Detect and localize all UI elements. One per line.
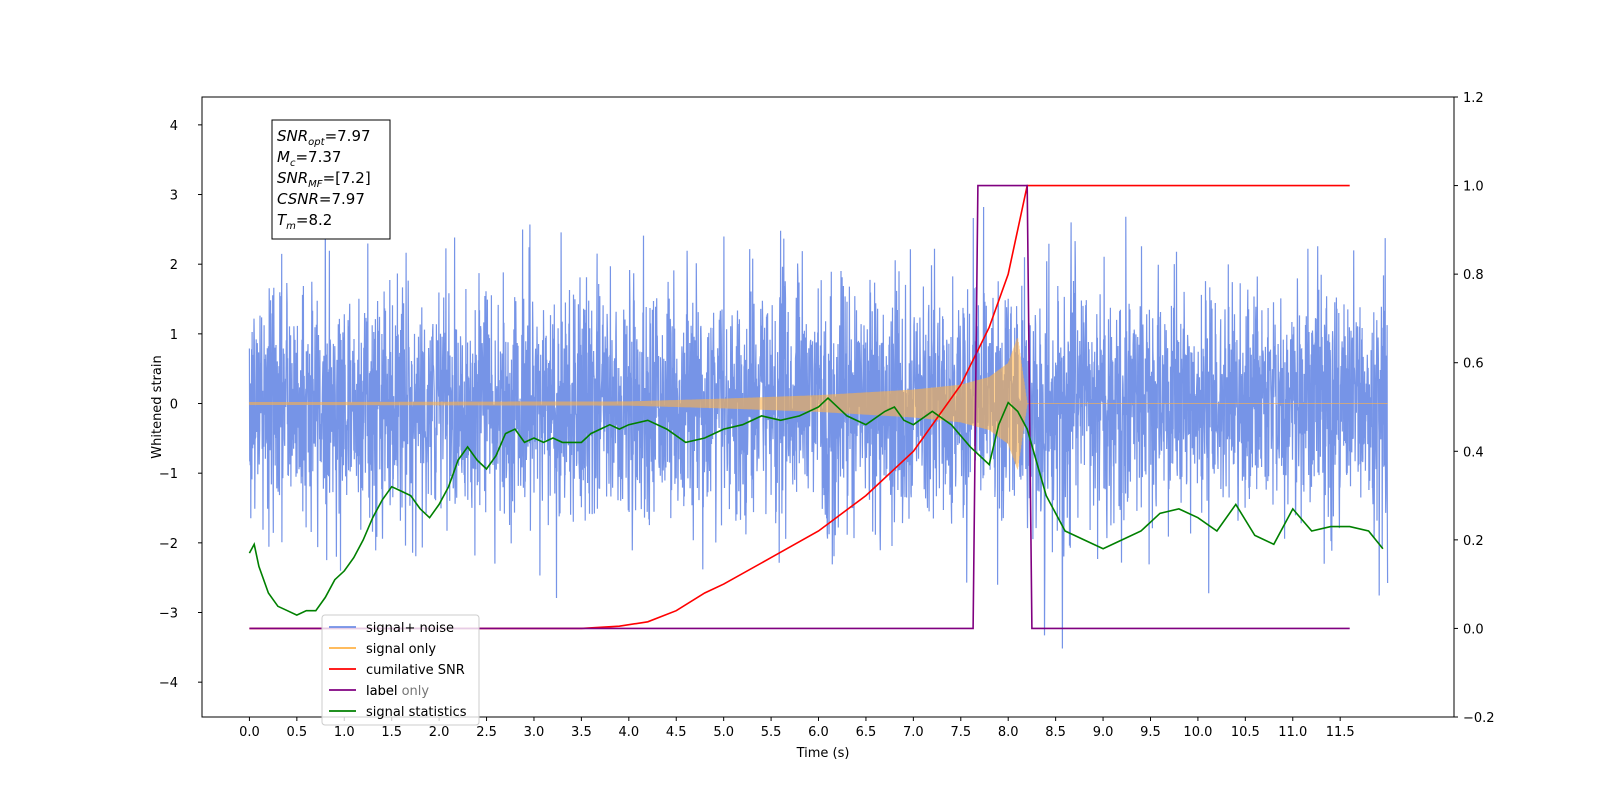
- y2-tick-label: 0.4: [1463, 445, 1484, 460]
- legend: signal+ noise signal only cumilative SNR la…: [321, 614, 480, 726]
- x-axis: 0.0 0.5 1.0 1.5 2.0 2.5 3.0 3.5 4.0 4.5 5.0 5.5 6.0 6…: [239, 717, 1355, 740]
- y-axis-left: −4 −3 −2 −1 0 1 2 3 4: [159, 119, 202, 691]
- y2-tick-label: 0.6: [1463, 357, 1484, 372]
- legend-frame: [321, 614, 480, 726]
- axes-frame: [201, 96, 1455, 718]
- x-tick-label: 9.5: [1140, 725, 1161, 740]
- y-tick-label: −2: [159, 537, 178, 552]
- x-tick-label: 8.0: [998, 725, 1019, 740]
- y-tick-label: 0: [170, 398, 178, 413]
- x-tick-label: 2.0: [429, 725, 450, 740]
- legend-label: label: [366, 684, 397, 699]
- y-tick-label: 1: [170, 328, 178, 343]
- x-tick-label: 10.5: [1231, 725, 1260, 740]
- y-tick-label: −4: [159, 676, 178, 691]
- y2-tick-label: 1.0: [1463, 180, 1484, 195]
- info-line: Tm=8.2: [277, 211, 332, 232]
- y-axis-label: Whitened strain: [150, 355, 165, 458]
- y2-tick-label: −0.2: [1463, 711, 1495, 726]
- y2-tick-label: 0.2: [1463, 534, 1484, 549]
- info-line: SNRMF=[7.2]: [277, 169, 371, 190]
- x-axis-label: Time (s): [796, 746, 850, 761]
- x-tick-label: 1.0: [334, 725, 355, 740]
- x-tick-label: 11.5: [1326, 725, 1355, 740]
- y-tick-label: 3: [170, 189, 178, 204]
- legend-label: signal statistics: [366, 705, 467, 720]
- info-box-frame: [271, 119, 391, 240]
- x-tick-label: 9.0: [1093, 725, 1114, 740]
- x-tick-label: 3.0: [524, 725, 545, 740]
- series-signal-plus-noise: [248, 206, 1389, 649]
- x-tick-label: 1.5: [381, 725, 402, 740]
- x-tick-label: 4.5: [666, 725, 687, 740]
- x-tick-label: 7.0: [903, 725, 924, 740]
- series-signal-statistics: [248, 397, 1384, 616]
- y-tick-label: 2: [170, 258, 178, 273]
- info-line: Mc=7.37: [277, 148, 341, 169]
- legend-label: signal+ noise: [366, 621, 454, 636]
- series-label: [249, 184, 1350, 630]
- y-axis-right: −0.2 0.0 0.2 0.4 0.6 0.8 1.0 1.2: [1454, 91, 1495, 726]
- x-tick-label: 4.0: [618, 725, 639, 740]
- info-line: CSNR=7.97: [277, 190, 365, 208]
- series-cumilative-snr: [249, 184, 1350, 630]
- y2-tick-label: 0.8: [1463, 268, 1484, 283]
- y2-tick-label: 0.0: [1463, 622, 1484, 637]
- legend-label: cumilative SNR: [366, 663, 465, 678]
- x-tick-label: 0.5: [287, 725, 308, 740]
- y-tick-label: −1: [159, 467, 178, 482]
- info-line: SNRopt=7.97: [277, 127, 371, 148]
- x-tick-label: 6.5: [856, 725, 877, 740]
- plot-area: [248, 184, 1389, 649]
- x-tick-label: 6.0: [808, 725, 829, 740]
- y2-tick-label: 1.2: [1463, 91, 1484, 106]
- y-tick-label: −3: [159, 607, 178, 622]
- x-tick-label: 7.5: [950, 725, 971, 740]
- x-tick-label: 2.5: [476, 725, 497, 740]
- x-tick-label: 11.0: [1278, 725, 1307, 740]
- y-tick-label: 4: [170, 119, 178, 134]
- x-tick-label: 10.0: [1183, 725, 1212, 740]
- x-tick-label: 3.5: [571, 725, 592, 740]
- x-tick-label: 5.5: [761, 725, 782, 740]
- legend-label: signal only: [366, 642, 436, 657]
- legend-obscured-label: label only: [366, 684, 429, 699]
- x-tick-label: 5.0: [713, 725, 734, 740]
- x-tick-label: 8.5: [1045, 725, 1066, 740]
- x-tick-label: 0.0: [239, 725, 260, 740]
